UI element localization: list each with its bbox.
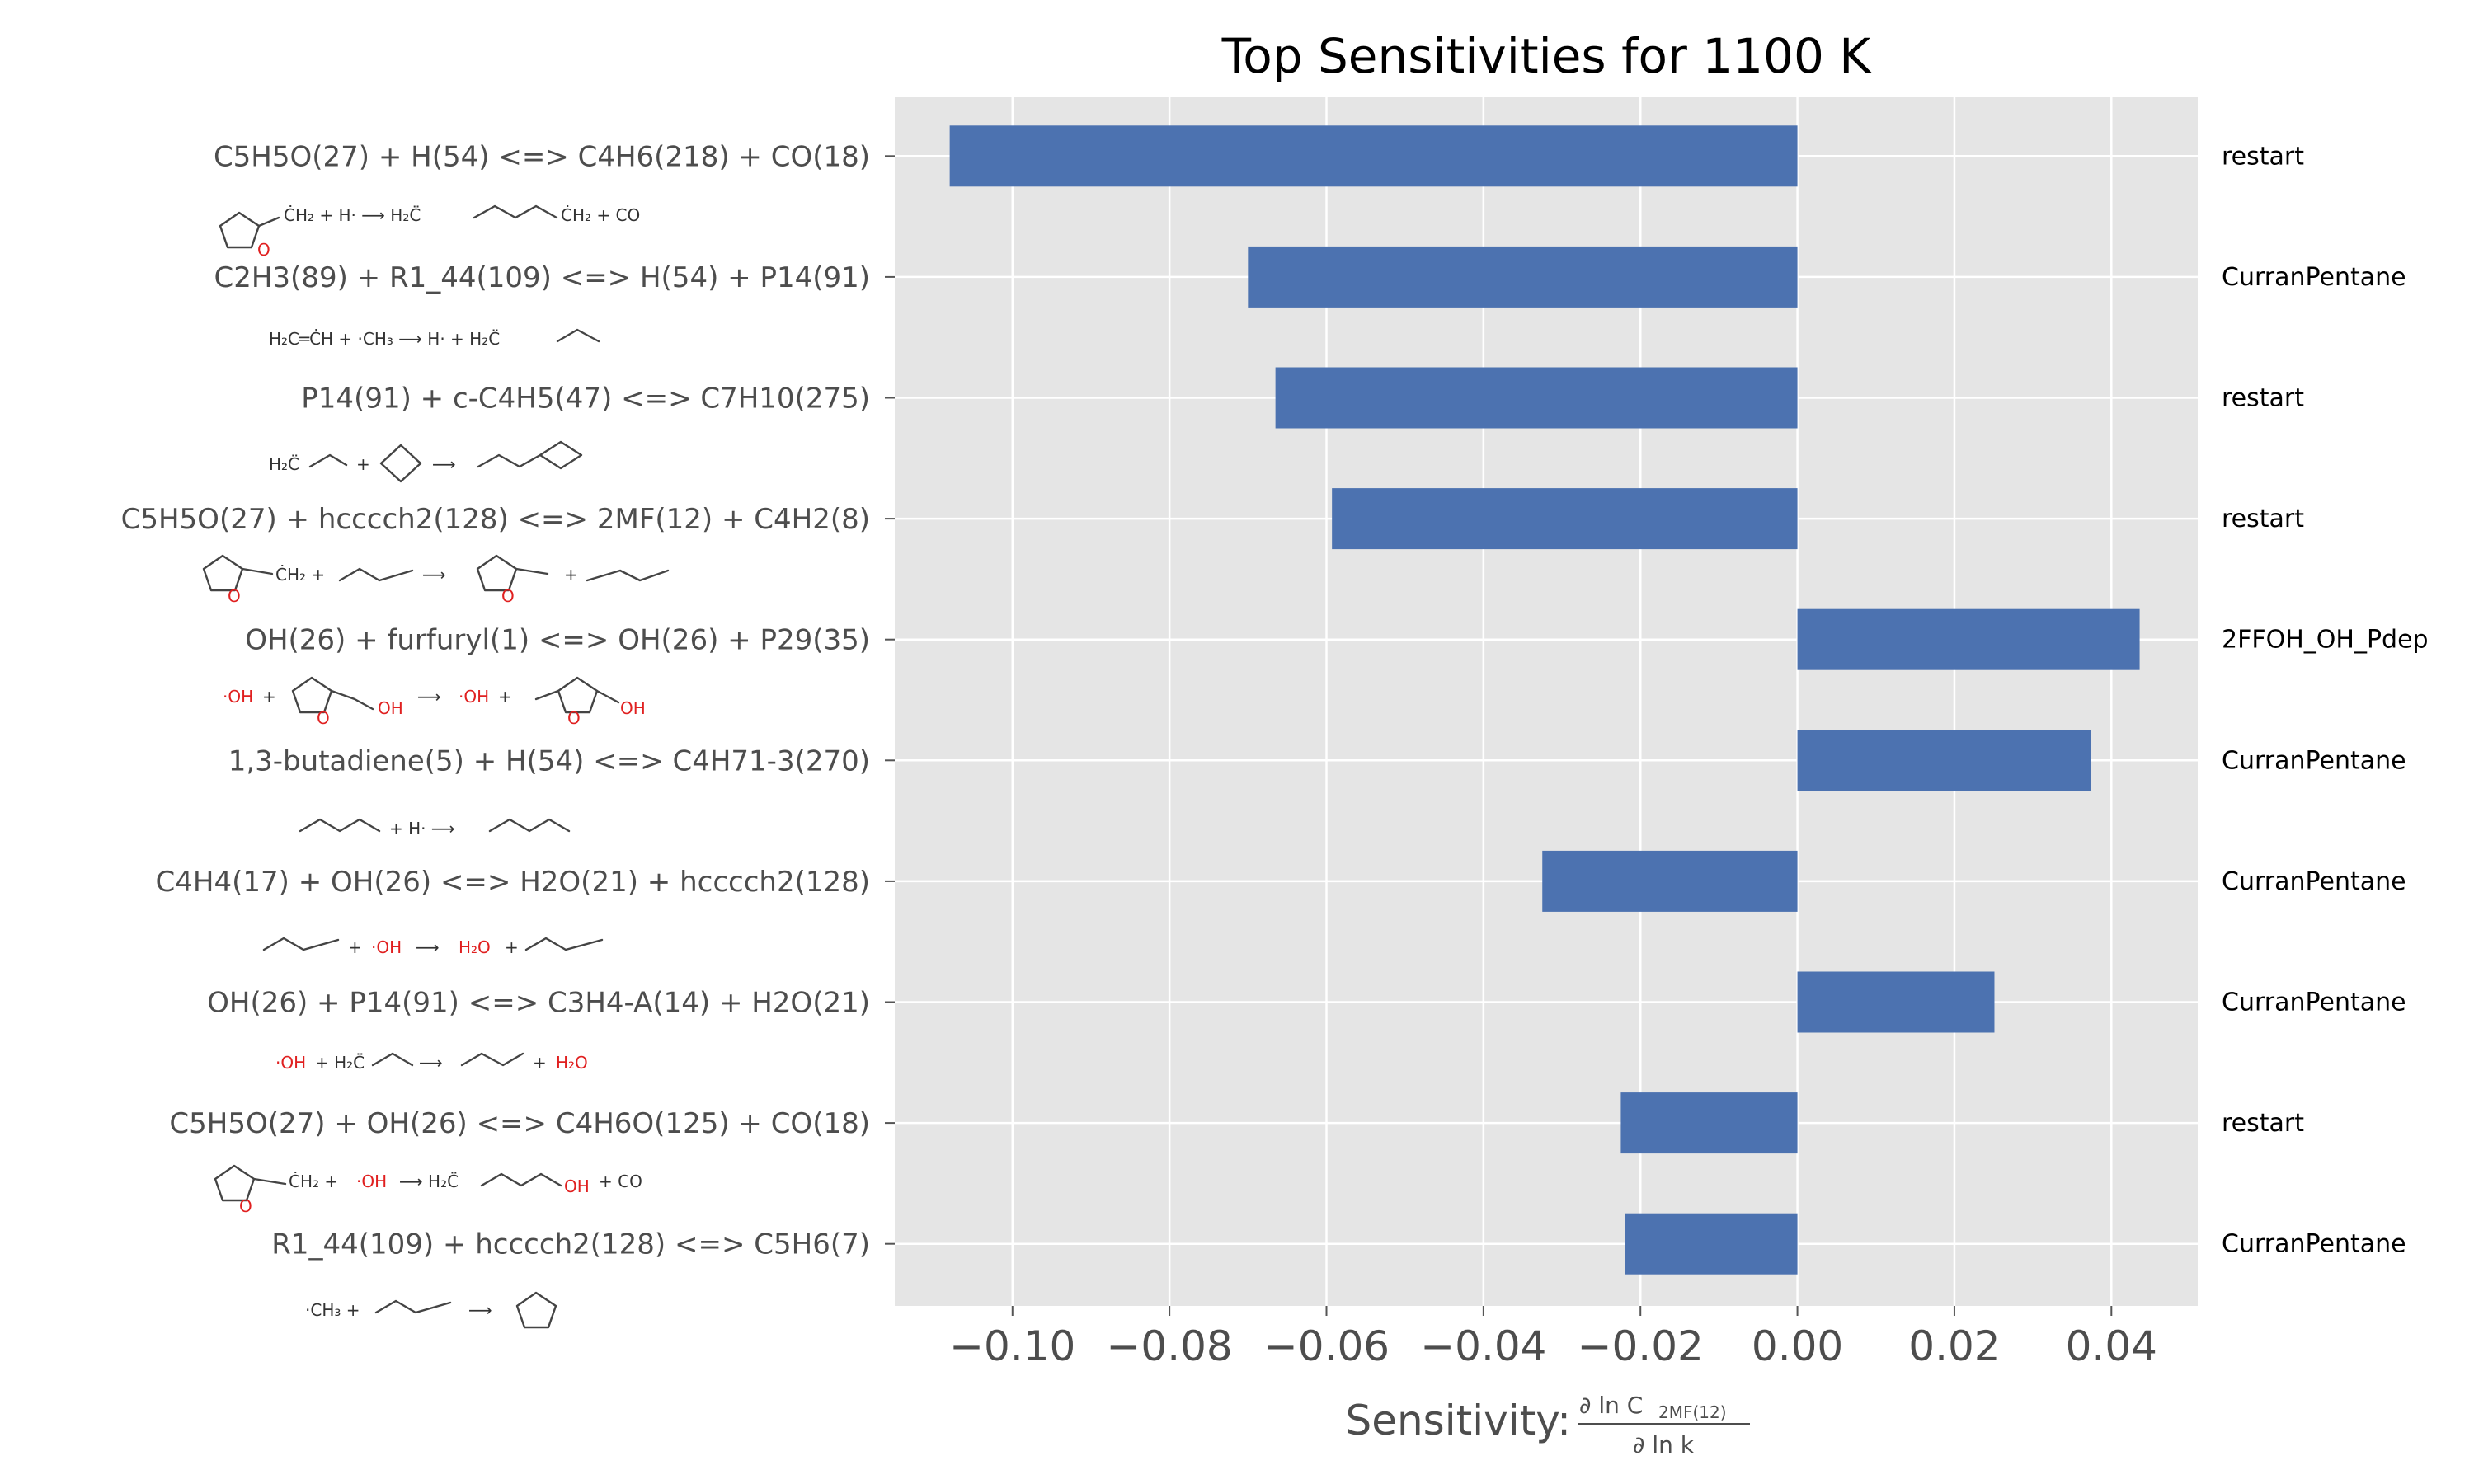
source-label: 2FFOH_OH_Pdep [2222, 626, 2429, 655]
svg-text:+: + [348, 937, 362, 957]
x-tick-label: −0.06 [1263, 1322, 1390, 1370]
source-labels: restart CurranPentane restart restart 2FFOH_… [2222, 142, 2429, 1258]
x-axis-label: Sensitivity: ∂ ln C 2MF(12) ∂ ln k [1345, 1392, 1750, 1458]
svg-text:ĊH₂ +: ĊH₂ + [275, 565, 325, 585]
svg-text:O: O [228, 586, 241, 606]
source-label: restart [2222, 1109, 2304, 1138]
svg-text:⟶: ⟶ [416, 937, 440, 957]
reaction-label: OH(26) + furfuryl(1) <=> OH(26) + P29(35… [245, 624, 870, 657]
x-axis-ticks: −0.10 −0.08 −0.06 −0.04 −0.02 0.00 0.02 0.04 [949, 1306, 2157, 1370]
svg-text:O: O [257, 240, 270, 260]
svg-text:⟶ H₂C̈: ⟶ H₂C̈ [399, 1172, 459, 1191]
reaction-label: C2H3(89) + R1_44(109) <=> H(54) + P14(91… [214, 261, 870, 294]
svg-text:H₂C̈: H₂C̈ [269, 454, 299, 474]
x-tick-label: −0.10 [949, 1322, 1075, 1370]
svg-text:O: O [567, 708, 581, 728]
svg-text:+: + [356, 454, 370, 474]
bars [949, 125, 2140, 1275]
x-tick-label: −0.02 [1578, 1322, 1704, 1370]
svg-text:+ H₂C̈: + H₂C̈ [315, 1053, 365, 1073]
svg-text:+: + [505, 937, 519, 957]
svg-text:ĊH₂ +: ĊH₂ + [289, 1172, 338, 1191]
svg-text:+: + [564, 565, 578, 585]
xlabel-denominator: ∂ ln k [1633, 1431, 1695, 1458]
sensitivity-bar [1797, 971, 1995, 1033]
source-label: restart [2222, 505, 2304, 533]
svg-text:⟶: ⟶ [417, 687, 441, 707]
svg-text:·OH: ·OH [459, 687, 489, 707]
source-label: CurranPentane [2222, 867, 2406, 896]
svg-text:⟶: ⟶ [432, 454, 456, 474]
sensitivity-bar [1797, 608, 2140, 670]
svg-text:OH: OH [378, 698, 403, 718]
reaction-structure-7: ·OH + H₂C̈ ⟶ + H₂O [275, 1052, 588, 1073]
reaction-structure-1: H₂C═ĊH + ·CH₃ ⟶ H· + H₂C̈ [269, 328, 600, 349]
sensitivity-bar [1625, 1213, 1798, 1275]
reaction-label: C5H5O(27) + hcccch2(128) <=> 2MF(12) + C… [121, 503, 870, 536]
x-tick-label: 0.04 [2066, 1322, 2157, 1370]
reaction-label: C5H5O(27) + OH(26) <=> C4H6O(125) + CO(1… [169, 1107, 870, 1140]
reaction-structure-5: + H· ⟶ [299, 818, 571, 838]
svg-text:O: O [501, 586, 515, 606]
reaction-label: C5H5O(27) + H(54) <=> C4H6(218) + CO(18) [214, 140, 870, 173]
xlabel-numerator-sub: 2MF(12) [1658, 1402, 1727, 1422]
svg-text:O: O [317, 708, 330, 728]
x-tick-label: 0.00 [1752, 1322, 1843, 1370]
reaction-label: 1,3-butadiene(5) + H(54) <=> C4H71-3(270… [228, 744, 870, 777]
svg-text:+: + [262, 687, 276, 707]
source-label: CurranPentane [2222, 1230, 2406, 1259]
svg-text:H₂O: H₂O [556, 1053, 588, 1073]
svg-text:+ CO: + CO [599, 1172, 642, 1191]
svg-text:H₂O: H₂O [459, 937, 491, 957]
reaction-structure-9: ·CH₃ + ⟶ [305, 1291, 557, 1329]
reaction-structure-8: O ĊH₂ + ·OH ⟶ H₂C̈ OH + CO [214, 1164, 642, 1216]
xlabel-numerator: ∂ ln C [1579, 1392, 1643, 1419]
chart-title: Top Sensitivities for 1100 K [1221, 28, 1873, 84]
x-tick-label: 0.02 [1908, 1322, 2000, 1370]
svg-text:·OH: ·OH [356, 1172, 387, 1191]
svg-text:+: + [498, 687, 512, 707]
sensitivity-bar [1620, 1092, 1798, 1154]
svg-text:H₂C═ĊH + ·CH₃ ⟶ H· + H: H₂C═ĊH + ·CH₃ ⟶ H· + H₂C̈ [269, 329, 500, 349]
reaction-structure-4: ·OH + O OH ⟶ ·OH + O OH [223, 676, 646, 728]
sensitivity-bar [1332, 488, 1798, 550]
svg-text:·OH: ·OH [275, 1053, 306, 1073]
source-label: CurranPentane [2222, 989, 2406, 1017]
svg-text:·OH: ·OH [223, 687, 253, 707]
source-label: restart [2222, 384, 2304, 413]
svg-text:ĊH₂ + CO: ĊH₂ + CO [561, 205, 640, 225]
x-tick-label: −0.08 [1107, 1322, 1233, 1370]
sensitivity-bar [949, 125, 1798, 187]
svg-text:ĊH₂ + H· ⟶ H₂C̈: ĊH₂ + H· ⟶ H₂C̈ [284, 205, 421, 225]
source-label: CurranPentane [2222, 263, 2406, 292]
svg-text:·OH: ·OH [371, 937, 402, 957]
svg-text:⟶: ⟶ [422, 565, 446, 585]
reaction-structure-3: O ĊH₂ + ⟶ O + [202, 554, 670, 606]
reaction-structure-6: + ·OH ⟶ H₂O + [262, 937, 604, 957]
reaction-label: C4H4(17) + OH(26) <=> H2O(21) + hcccch2(… [156, 866, 870, 899]
sensitivity-bar [1248, 246, 1798, 308]
reaction-label: R1_44(109) + hcccch2(128) <=> C5H6(7) [271, 1228, 870, 1261]
svg-text:Sensitivity:: Sensitivity: [1345, 1397, 1571, 1444]
source-label: restart [2222, 142, 2304, 171]
sensitivity-bar [1275, 367, 1798, 429]
y-axis-labels: C5H5O(27) + H(54) <=> C4H6(218) + CO(18)… [121, 140, 895, 1261]
x-tick-label: −0.04 [1420, 1322, 1546, 1370]
svg-text:⟶: ⟶ [468, 1300, 492, 1320]
reaction-structure-0: O ĊH₂ + H· ⟶ H₂C̈ ĊH₂ + CO [219, 204, 640, 260]
reaction-label: P14(91) + c-C4H5(47) <=> C7H10(275) [301, 383, 870, 416]
reaction-structure-2: H₂C̈ + ⟶ [269, 440, 583, 483]
svg-text:·CH₃ +: ·CH₃ + [305, 1300, 360, 1320]
svg-text:⟶: ⟶ [419, 1053, 443, 1073]
svg-text:+ H· ⟶: + H· ⟶ [389, 819, 455, 838]
svg-text:OH: OH [564, 1176, 590, 1196]
sensitivity-bar [1797, 730, 2091, 791]
svg-text:+: + [533, 1053, 547, 1073]
source-label: CurranPentane [2222, 746, 2406, 775]
svg-text:O: O [239, 1196, 252, 1216]
reaction-label: OH(26) + P14(91) <=> C3H4-A(14) + H2O(21… [207, 987, 870, 1020]
svg-text:OH: OH [620, 698, 646, 718]
sensitivity-bar [1542, 850, 1798, 912]
